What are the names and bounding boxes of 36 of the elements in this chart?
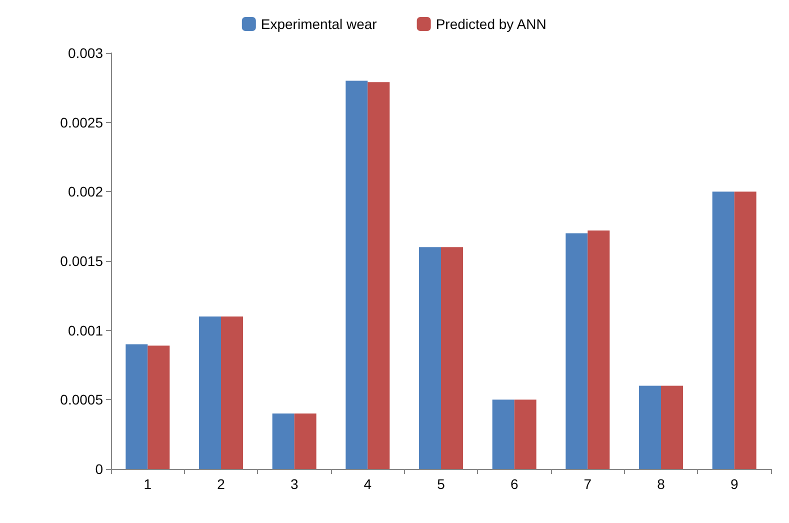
bar [221, 316, 243, 469]
bar [734, 192, 756, 469]
x-tick-label: 2 [217, 476, 226, 492]
bar [712, 192, 734, 469]
y-tick-label: 0.001 [68, 322, 104, 338]
y-tick-label: 0.002 [68, 184, 104, 200]
legend-label: Predicted by ANN [436, 16, 546, 32]
y-tick-label: 0.0015 [60, 253, 104, 269]
y-tick-label: 0.003 [68, 45, 104, 61]
x-tick-label: 3 [290, 476, 298, 492]
y-tick-label: 0.0025 [60, 114, 104, 130]
bar [661, 386, 683, 469]
bar [492, 400, 514, 469]
bar [294, 414, 316, 469]
bar [346, 80, 368, 469]
bar [368, 82, 390, 469]
y-tick-label: 0 [95, 461, 104, 477]
x-tick-label: 9 [730, 476, 738, 492]
bar [441, 247, 463, 469]
y-tick-label: 0.0005 [60, 392, 104, 408]
x-tick-label: 4 [364, 476, 372, 492]
bar [639, 386, 661, 469]
x-tick-label: 8 [657, 476, 666, 492]
bar [272, 414, 294, 469]
bar [199, 316, 221, 469]
bar [126, 344, 148, 469]
x-tick-label: 6 [510, 476, 518, 492]
x-tick-label: 7 [584, 476, 592, 492]
legend-label: Experimental wear [260, 16, 378, 32]
x-tick-label: 1 [144, 476, 152, 492]
bar [566, 233, 588, 469]
bar [514, 400, 536, 469]
bar [148, 346, 170, 469]
bar [588, 230, 610, 469]
x-tick-label: 5 [437, 476, 446, 492]
bar [419, 247, 441, 469]
